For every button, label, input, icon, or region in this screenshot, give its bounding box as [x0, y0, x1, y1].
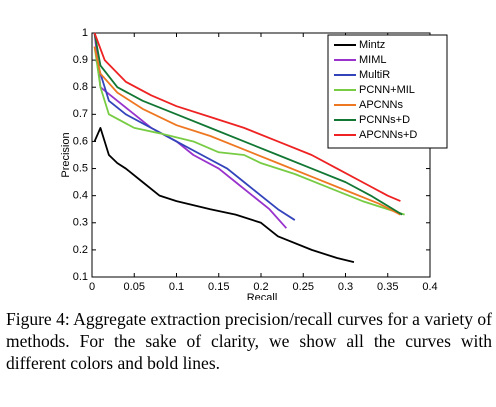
x-tick-label: 0.4 [422, 281, 437, 293]
y-tick-label: 0.9 [73, 54, 88, 66]
x-tick-label: 0 [89, 281, 95, 293]
y-tick-label: 0.7 [73, 108, 88, 120]
y-tick-label: 0.4 [73, 190, 88, 202]
x-tick-label: 0.15 [208, 281, 229, 293]
x-tick-label: 0.1 [169, 281, 184, 293]
y-tick-label: 0.6 [73, 135, 88, 147]
legend-label: APCNNs [359, 99, 404, 111]
y-tick-label: 0.5 [73, 162, 88, 174]
x-tick-label: 0.05 [124, 281, 145, 293]
x-tick-label: 0.2 [253, 281, 268, 293]
x-tick-label: 0.25 [293, 281, 314, 293]
legend-label: APCNNs+D [359, 129, 417, 141]
y-axis-label: Precision [60, 132, 72, 177]
series-line [93, 32, 401, 202]
y-tick-label: 1 [82, 27, 88, 39]
series-line [95, 59, 296, 221]
series-line [93, 46, 405, 216]
series-line [93, 32, 288, 229]
legend-label: PCNN+MIL [359, 84, 415, 96]
chart: Recall Precision 0 0.05 0.1 0.15 0.2 0.25 0.3 0… [60, 27, 448, 300]
legend-label: MIML [359, 54, 387, 66]
caption: Figure 4: Aggregate extraction precision… [6, 309, 492, 373]
series-line [93, 126, 355, 263]
legend-label: Mintz [359, 39, 385, 51]
legend-label: PCNNs+D [359, 114, 410, 126]
y-tick-label: 0.1 [73, 271, 88, 283]
series-line [93, 32, 403, 216]
y-tick-label: 0.3 [73, 217, 88, 229]
y-tick-label: 0.8 [73, 81, 88, 93]
x-tick-label: 0.35 [377, 281, 398, 293]
series-line [93, 46, 401, 216]
legend-label: MultiR [359, 69, 390, 81]
legend-box [327, 34, 448, 149]
x-tick-label: 0.3 [338, 281, 353, 293]
y-tick-label: 0.2 [73, 244, 88, 256]
x-axis-label: Recall [247, 292, 278, 300]
